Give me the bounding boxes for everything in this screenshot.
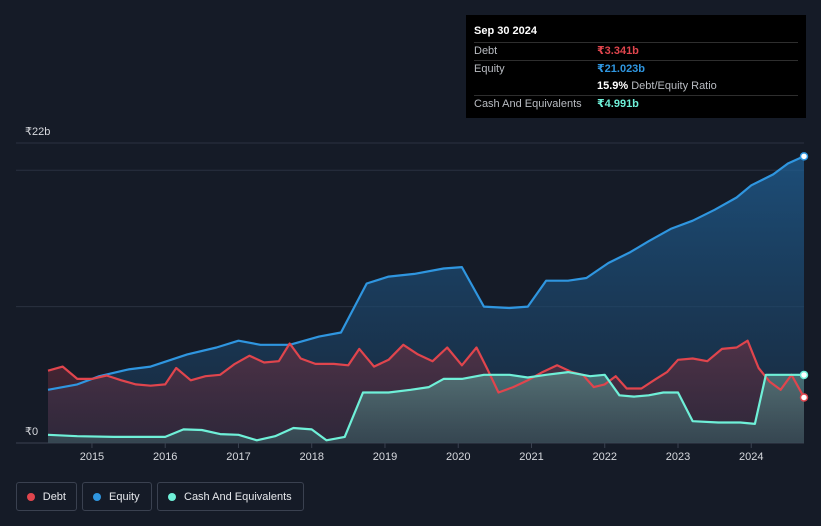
x-tick-label: 2016	[153, 451, 177, 463]
data-tooltip: Sep 30 2024 Debt ₹3.341b Equity ₹21.023b…	[466, 15, 806, 118]
tooltip-equity-value: ₹21.023b	[597, 63, 646, 75]
x-tick-label: 2020	[446, 451, 470, 463]
legend-debt[interactable]: Debt	[16, 482, 77, 511]
cash-endpoint-marker	[799, 370, 809, 380]
debt-line	[47, 339, 805, 398]
tooltip-ratio-label: Debt/Equity Ratio	[631, 80, 717, 92]
debt-legend-dot-icon	[27, 492, 35, 501]
x-tick-label: 2019	[373, 451, 397, 463]
tooltip-debt-value: ₹3.341b	[597, 45, 639, 57]
tooltip-equity-row: Equity ₹21.023b	[474, 60, 798, 78]
tooltip-cash-label: Cash And Equivalents	[474, 98, 582, 110]
legend-debt-label: Debt	[42, 490, 66, 503]
tooltip-debt-label: Debt	[474, 45, 498, 57]
y-axis-bottom-label: ₹0	[25, 426, 38, 438]
tooltip-cash-value: ₹4.991b	[597, 98, 639, 110]
legend-equity-label: Equity	[109, 490, 140, 503]
x-tick-label: 2022	[593, 451, 617, 463]
x-tick-label: 2021	[519, 451, 543, 463]
tooltip-date: Sep 30 2024	[474, 25, 537, 37]
y-axis-top-label: ₹22b	[25, 126, 50, 138]
series-lines	[47, 152, 809, 442]
tooltip-equity-label: Equity	[474, 63, 505, 75]
legend-equity[interactable]: Equity	[82, 482, 152, 511]
tooltip-ratio-row: 15.9% Debt/Equity Ratio	[474, 78, 798, 95]
x-tick-label: 2023	[666, 451, 690, 463]
cash-legend-dot-icon	[168, 492, 176, 501]
x-tick-label: 2018	[299, 451, 323, 463]
x-tick-label: 2015	[80, 451, 104, 463]
tooltip-ratio-value: 15.9%	[597, 80, 629, 92]
x-tick-label: 2024	[739, 451, 763, 463]
equity-legend-dot-icon	[93, 492, 101, 501]
debt-endpoint-marker	[799, 393, 809, 402]
x-tick-label: 2017	[226, 451, 250, 463]
tooltip-cash-row: Cash And Equivalents ₹4.991b	[474, 95, 798, 113]
axes: ₹22b ₹0 2015 2016 2017 2018 2019 2020 2021 2022 20…	[25, 126, 763, 463]
tooltip-debt-row: Debt ₹3.341b	[474, 42, 798, 60]
legend-cash[interactable]: Cash And Equivalents	[157, 482, 304, 511]
cash-line	[47, 371, 805, 442]
equity-line	[47, 155, 805, 391]
area-fills	[48, 156, 804, 444]
equity-endpoint-marker	[799, 152, 809, 161]
legend-cash-label: Cash And Equivalents	[184, 490, 292, 503]
